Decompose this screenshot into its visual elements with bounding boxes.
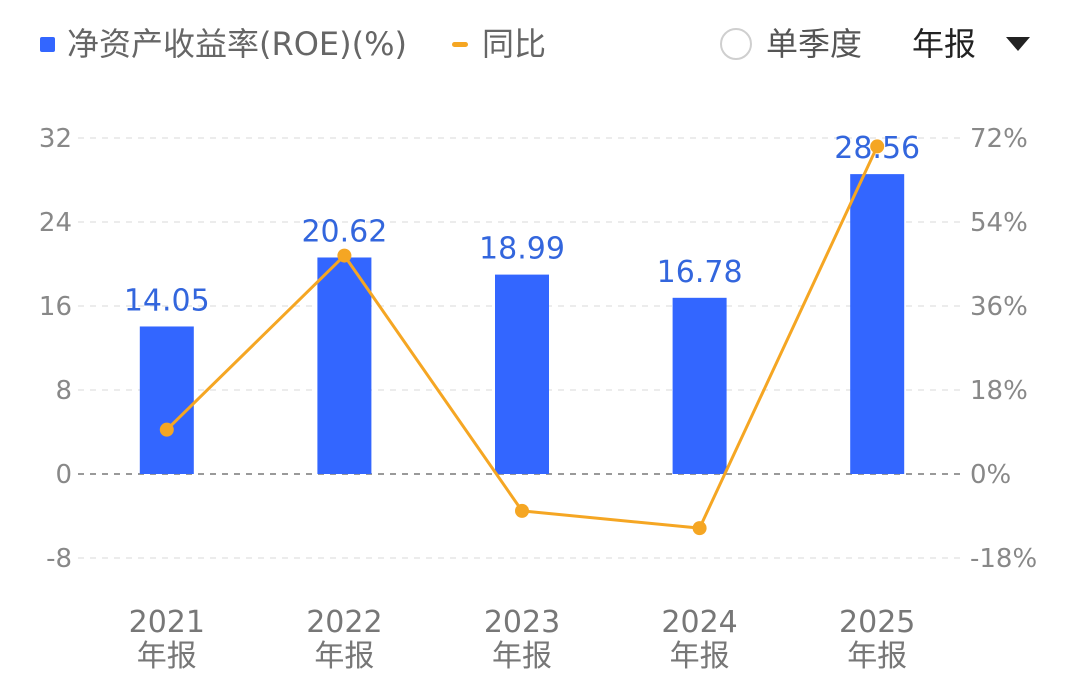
legend-bar-swatch (40, 36, 55, 52)
x-tick-year: 2023 (484, 605, 560, 640)
bar-value-label: 18.99 (479, 232, 565, 267)
legend: 净资产收益率(ROE)(%) 同比 单季度 年报 (0, 0, 1080, 90)
period-dropdown[interactable]: 年报 (912, 22, 1031, 66)
y-right-tick-label: 18% (970, 376, 1028, 406)
bar (672, 297, 727, 474)
x-tick-sub: 年报 (492, 639, 552, 674)
legend-roe: 净资产收益率(ROE)(%) (40, 22, 407, 66)
bar-value-label: 16.78 (657, 255, 743, 290)
y-left-tick-label: 8 (55, 376, 72, 406)
y-right-axis: 72% 54% 36% 18% 0% -18% (970, 124, 1037, 574)
bar (317, 257, 372, 474)
y-left-tick-label: 0 (55, 460, 72, 490)
x-tick-year: 2022 (306, 605, 382, 640)
x-tick-sub: 年报 (137, 639, 197, 674)
x-tick-year: 2021 (129, 605, 205, 640)
y-left-tick-label: 32 (39, 124, 72, 154)
y-right-tick-label: -18% (970, 544, 1037, 574)
period-dropdown-label: 年报 (912, 25, 977, 63)
bar (495, 274, 549, 474)
quarter-radio-label[interactable]: 单季度 (766, 25, 863, 63)
y-left-tick-label: 24 (39, 208, 72, 238)
bar (139, 326, 194, 474)
data-labels: 14.05 20.62 18.99 16.78 28.56 (124, 131, 920, 318)
line-series (159, 139, 885, 536)
y-right-tick-label: 0% (970, 460, 1011, 490)
x-tick-sub: 年报 (670, 639, 730, 674)
yoy-point (337, 248, 352, 263)
y-left-axis: 32 24 16 8 0 -8 (39, 124, 72, 574)
chevron-down-icon (1006, 37, 1031, 51)
y-left-tick-label: -8 (46, 544, 72, 574)
yoy-point (159, 422, 174, 437)
y-right-tick-label: 54% (970, 208, 1028, 238)
legend-yoy-label: 同比 (482, 25, 547, 63)
yoy-point (515, 503, 529, 518)
x-tick-sub: 年报 (847, 639, 907, 674)
quarter-radio[interactable] (720, 28, 752, 60)
y-right-tick-label: 36% (970, 292, 1028, 322)
yoy-point (870, 139, 885, 154)
x-tick-year: 2024 (661, 605, 737, 640)
bar-series (139, 174, 905, 474)
yoy-point (692, 521, 707, 536)
bar-value-label: 14.05 (124, 283, 210, 318)
legend-roe-label: 净资产收益率(ROE)(%) (67, 25, 407, 63)
bar-value-label: 20.62 (301, 214, 387, 249)
bar (850, 174, 905, 474)
bar-value-label: 28.56 (834, 131, 920, 166)
x-tick-sub: 年报 (314, 639, 374, 674)
y-right-tick-label: 72% (970, 124, 1028, 154)
legend-line-swatch (452, 41, 468, 47)
x-tick-year: 2025 (839, 605, 915, 640)
legend-yoy: 同比 (452, 22, 546, 66)
y-left-tick-label: 16 (39, 292, 72, 322)
